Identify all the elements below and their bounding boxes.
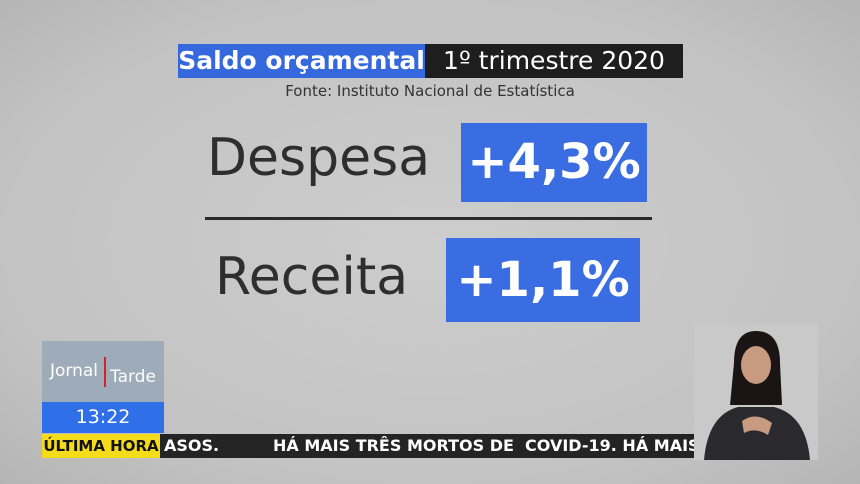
logo-bar bbox=[104, 357, 106, 387]
ticker-text: ASOS. bbox=[164, 436, 220, 455]
clock: 13:22 bbox=[42, 402, 164, 433]
row-value: +4,3% bbox=[461, 123, 647, 202]
ticker-text: HÁ MAIS TRÊS MORTOS DE COVID-19. HÁ MAIS… bbox=[273, 436, 697, 455]
sign-interpreter bbox=[694, 323, 818, 460]
period: 1º trimestre 2020 bbox=[425, 44, 683, 78]
logo-text: Tarde bbox=[110, 367, 156, 387]
row-label: Receita bbox=[215, 247, 409, 307]
ticker-label: ÚLTIMA HORA bbox=[42, 434, 160, 458]
show-logo: Jornal Tarde bbox=[42, 341, 164, 402]
logo-text: Jornal bbox=[50, 361, 99, 381]
row-value: +1,1% bbox=[446, 238, 640, 322]
row-label: Despesa bbox=[207, 128, 431, 188]
ticker-bar bbox=[160, 434, 700, 458]
source: Fonte: Instituto Nacional de Estatística bbox=[285, 82, 575, 100]
title: Saldo orçamental bbox=[178, 44, 425, 78]
divider bbox=[205, 217, 652, 220]
